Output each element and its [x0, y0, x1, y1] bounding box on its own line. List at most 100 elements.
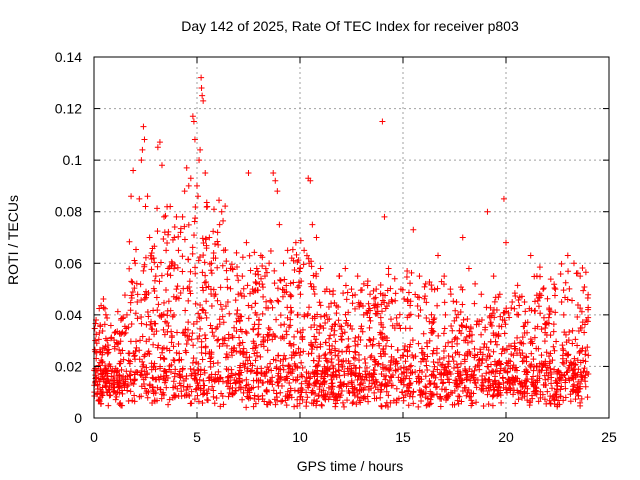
data-point: [154, 205, 161, 212]
data-point: [175, 247, 182, 254]
data-point: [126, 371, 133, 378]
data-point: [576, 350, 583, 357]
data-point: [564, 368, 571, 375]
data-point: [383, 388, 390, 395]
data-point: [284, 247, 291, 254]
data-point: [504, 389, 511, 396]
data-point: [259, 262, 266, 269]
data-point: [163, 319, 170, 326]
data-point: [307, 374, 314, 381]
data-point: [344, 397, 351, 404]
data-point: [353, 401, 360, 408]
data-point: [270, 170, 277, 177]
data-point: [456, 393, 463, 400]
data-point: [170, 378, 177, 385]
data-point: [350, 399, 357, 406]
data-point: [238, 313, 245, 320]
data-point: [128, 380, 135, 386]
data-point: [185, 297, 192, 304]
data-point: [434, 383, 441, 390]
data-point: [373, 395, 380, 402]
data-point: [378, 319, 385, 326]
data-point: [238, 328, 245, 335]
data-point: [420, 330, 427, 337]
data-point: [277, 322, 284, 329]
data-point: [165, 298, 172, 305]
data-point: [430, 319, 437, 326]
data-point: [393, 358, 400, 365]
data-point: [263, 298, 270, 305]
data-point: [116, 383, 123, 390]
data-point: [423, 299, 430, 306]
data-point: [97, 400, 104, 407]
data-point: [208, 302, 215, 309]
data-point: [577, 383, 584, 390]
data-point: [171, 265, 178, 272]
data-point: [220, 401, 227, 408]
data-point: [299, 373, 306, 380]
data-point: [240, 389, 247, 396]
data-point: [201, 390, 208, 397]
data-point: [378, 386, 385, 393]
data-point: [392, 367, 399, 374]
data-point: [386, 377, 393, 384]
data-point: [161, 367, 168, 374]
data-point: [338, 358, 345, 365]
data-point: [118, 387, 125, 394]
data-point: [400, 364, 407, 371]
data-point: [428, 311, 435, 318]
data-point: [283, 402, 290, 409]
data-point: [214, 264, 221, 271]
data-point: [305, 350, 312, 357]
data-point: [157, 365, 164, 372]
data-point: [354, 273, 361, 280]
data-point: [490, 273, 497, 280]
data-point: [210, 249, 217, 256]
data-point: [537, 388, 544, 395]
data-point: [236, 342, 243, 349]
data-point: [252, 279, 259, 286]
data-point: [434, 359, 441, 366]
data-point: [426, 278, 433, 285]
data-point: [143, 321, 150, 328]
data-point: [553, 388, 560, 395]
data-point: [290, 341, 297, 348]
data-point: [175, 340, 182, 347]
data-point: [570, 387, 577, 394]
data-point: [498, 399, 505, 406]
data-point: [575, 328, 582, 335]
data-point: [165, 265, 172, 272]
data-point: [440, 330, 447, 337]
data-point: [547, 400, 554, 407]
data-point: [377, 329, 384, 336]
data-point: [262, 265, 269, 272]
data-point: [203, 199, 210, 206]
data-point: [245, 395, 252, 402]
data-point: [534, 377, 541, 384]
data-point: [203, 314, 210, 321]
data-point: [482, 324, 489, 331]
data-point: [502, 384, 509, 391]
data-point: [535, 398, 542, 405]
data-point: [537, 310, 544, 317]
data-point: [437, 403, 444, 410]
data-point: [501, 347, 508, 354]
data-point: [544, 388, 551, 395]
data-point: [560, 287, 567, 294]
data-point: [138, 297, 145, 304]
data-point: [314, 367, 321, 374]
data-point: [295, 257, 302, 264]
data-point: [153, 376, 160, 383]
data-point: [266, 260, 273, 267]
data-point: [342, 282, 349, 289]
data-point: [476, 356, 483, 363]
data-point: [358, 376, 365, 383]
data-point: [223, 258, 230, 265]
data-point: [531, 273, 538, 280]
data-point: [93, 340, 100, 347]
data-point: [267, 399, 274, 406]
data-point: [255, 325, 262, 332]
data-point: [349, 325, 356, 332]
data-point: [283, 393, 290, 400]
data-point: [415, 403, 422, 410]
